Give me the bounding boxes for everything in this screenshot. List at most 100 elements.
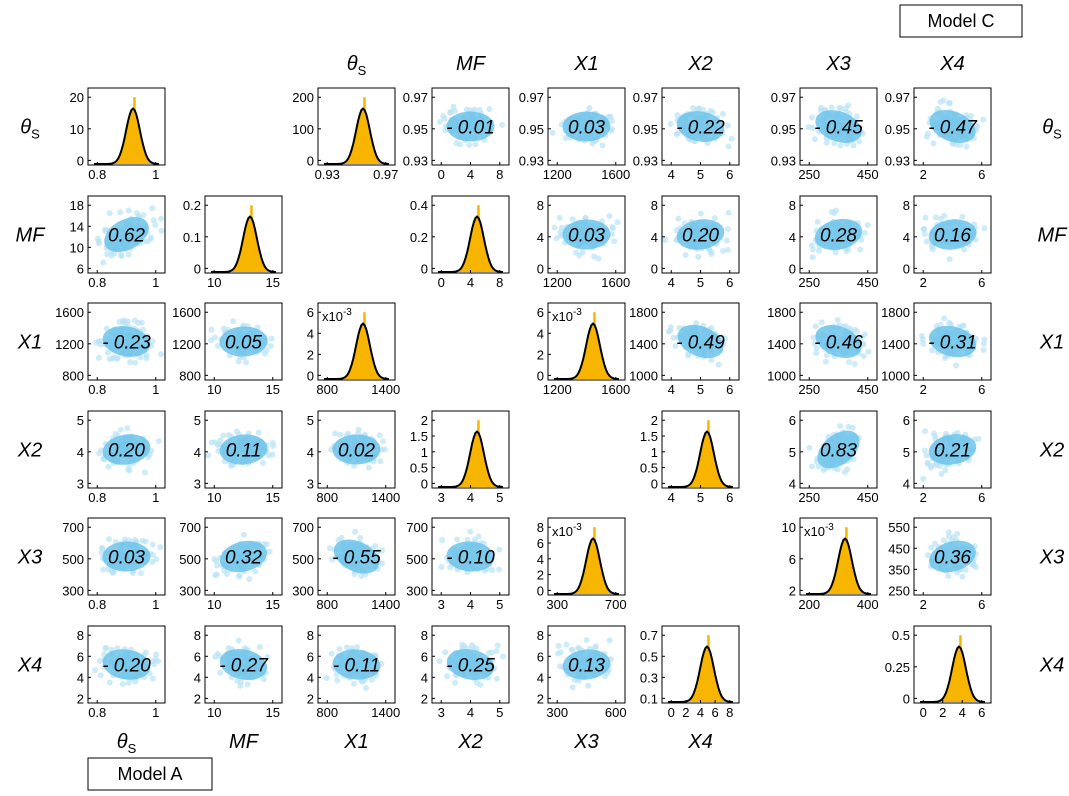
correlation-cloud (104, 217, 149, 252)
x-tick-label: 6 (726, 275, 733, 290)
panel-frame (87, 302, 166, 381)
scatter-dot (696, 105, 703, 112)
y-tick-label: 4 (307, 326, 314, 341)
correlation-cloud (219, 540, 268, 573)
scatter-dot (818, 319, 825, 326)
scatter-dot (972, 564, 979, 571)
x-tick-label: 10 (207, 597, 221, 612)
scatter-dot (126, 467, 133, 474)
variable-label: MF (229, 731, 260, 753)
variable-label: X1 (1039, 332, 1064, 354)
y-tick-label: 0.95 (885, 122, 910, 137)
scatter-dot (336, 645, 343, 652)
scatter-dot (940, 537, 947, 544)
scatter-dot (554, 650, 561, 657)
y-tick-label: 4 (194, 670, 201, 685)
scatter-dot (945, 573, 952, 580)
y-tick-label: 0.25 (885, 660, 910, 675)
variable-name: X3 (17, 547, 42, 569)
scatter-dot (106, 210, 113, 217)
scatter-dot (436, 658, 443, 665)
correlation-cloud (928, 219, 977, 250)
x-tick-label: 15 (266, 705, 280, 720)
scatter-dot (244, 681, 251, 688)
scatter-dot (854, 328, 861, 335)
variable-label: MF (1038, 225, 1069, 247)
scatter-dot (125, 679, 132, 686)
scatter-dot (813, 345, 820, 352)
scatter-dot (569, 684, 576, 691)
scatter-dot (859, 334, 866, 341)
scatter-dot (614, 219, 621, 226)
panel-frame (913, 87, 992, 166)
x-tick-label: 15 (266, 597, 280, 612)
scatter-dot (569, 646, 576, 653)
y-tick-label: 500 (179, 552, 201, 567)
y-tick-label: 300 (179, 583, 201, 598)
x-tick-label: 0 (668, 705, 675, 720)
x-tick-label: 1600 (601, 275, 630, 290)
scatter-dot (569, 216, 576, 223)
scatter-dot (499, 121, 506, 128)
x-tick-label: 450 (857, 490, 879, 505)
histogram-spike (707, 635, 710, 702)
x-tick-label: 0.8 (88, 382, 106, 397)
scatter-dot (358, 573, 365, 580)
x-tick-label: 4 (467, 275, 474, 290)
scatter-dot (715, 361, 722, 368)
panel-frame (799, 302, 878, 381)
scatter-dot (549, 129, 556, 136)
y-tick-label: 1200 (55, 337, 84, 352)
y-tick-label: 6 (307, 649, 314, 664)
scatter-dot (828, 104, 835, 111)
x-tick-label: 4 (959, 705, 966, 720)
panel-frame (799, 195, 878, 274)
scatter-dot (208, 337, 215, 344)
scatter-dot (921, 226, 928, 233)
panel-frame (204, 517, 283, 596)
variable-name: MF (16, 225, 47, 247)
scatter-dot (106, 679, 113, 686)
histogram-area (438, 431, 503, 487)
scatter-dot (368, 676, 375, 683)
panel-frame (204, 195, 283, 274)
x-tick-label: 4 (668, 167, 675, 182)
x-tick-label: 0.97 (373, 167, 398, 182)
scatter-dot (355, 426, 362, 433)
correlation-cloud (102, 326, 151, 357)
scatter-dot (493, 647, 500, 654)
scatter-dot (265, 452, 272, 459)
variable-name: MF (229, 731, 260, 753)
scatter-dot (471, 106, 478, 113)
scatter-dot (723, 237, 730, 244)
correlation-label: - 0.31 (928, 333, 977, 354)
x-tick-label: 2 (920, 167, 927, 182)
variable-label: MF (16, 225, 47, 247)
density-line (438, 430, 504, 488)
scatter-dot (266, 548, 273, 555)
x-tick-label: 1 (152, 597, 159, 612)
panel-frame (87, 625, 166, 704)
correlation-label: 0.20 (682, 226, 719, 247)
correlation-label: 0.20 (108, 441, 145, 462)
scatter-dot (961, 246, 968, 253)
y-tick-label: 0 (307, 368, 314, 383)
variable-name: X1 (17, 332, 42, 354)
panel-frame (547, 517, 626, 596)
y-tick-label: 4 (194, 445, 201, 460)
y-tick-label: 6 (537, 536, 544, 551)
scatter-dot (104, 349, 111, 356)
density-line (94, 107, 160, 165)
scatter-dot (980, 116, 987, 123)
x-tick-label: 1200 (543, 275, 572, 290)
y-tick-label: 4 (421, 670, 428, 685)
y-tick-label: 0 (903, 261, 910, 276)
scatter-dot (608, 231, 615, 238)
histogram-spike (593, 527, 596, 594)
x-tick-label: 300 (546, 597, 568, 612)
scatter-dot (806, 444, 813, 451)
x-tick-label: 1600 (601, 382, 630, 397)
y-tick-label: 1400 (629, 337, 658, 352)
scatter-dot (354, 644, 361, 651)
